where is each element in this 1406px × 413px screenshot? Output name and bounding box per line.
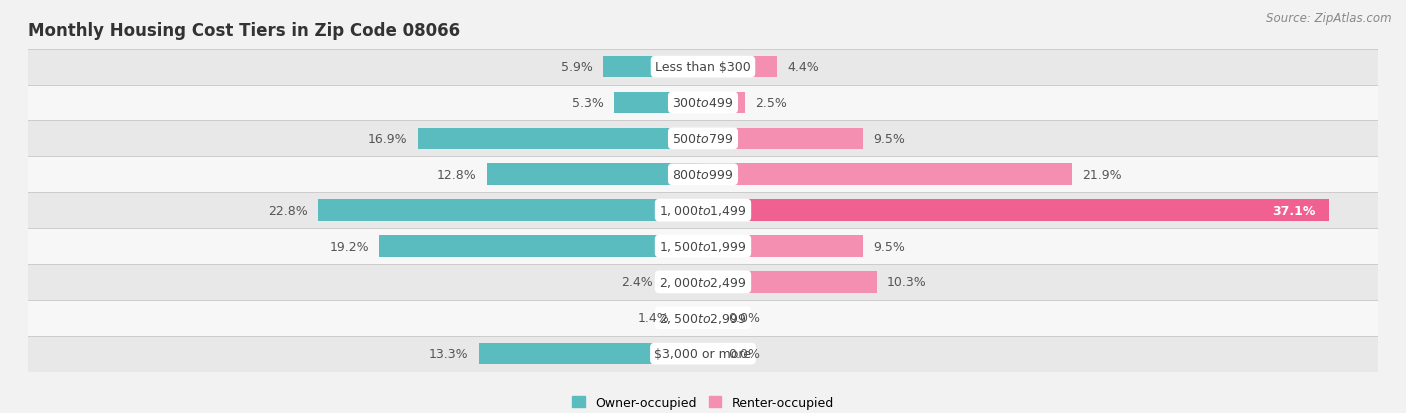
Text: 2.4%: 2.4% [620,276,652,289]
Legend: Owner-occupied, Renter-occupied: Owner-occupied, Renter-occupied [568,391,838,413]
Text: 12.8%: 12.8% [437,169,477,181]
Text: 0.0%: 0.0% [728,311,761,325]
Text: 9.5%: 9.5% [873,240,905,253]
Text: 5.9%: 5.9% [561,61,593,74]
Bar [28,121,1378,157]
Text: 22.8%: 22.8% [269,204,308,217]
Bar [703,57,778,78]
Bar [28,193,1378,228]
Bar [703,200,1329,221]
Text: $300 to $499: $300 to $499 [672,97,734,110]
Text: Monthly Housing Cost Tiers in Zip Code 08066: Monthly Housing Cost Tiers in Zip Code 0… [28,22,460,40]
Bar [703,93,745,114]
Text: 19.2%: 19.2% [329,240,368,253]
Bar [380,236,703,257]
Text: 2.5%: 2.5% [755,97,787,110]
Text: 10.3%: 10.3% [887,276,927,289]
Text: 5.3%: 5.3% [572,97,603,110]
Text: 1.4%: 1.4% [637,311,669,325]
Text: $2,000 to $2,499: $2,000 to $2,499 [659,275,747,289]
Text: $1,000 to $1,499: $1,000 to $1,499 [659,204,747,218]
Text: Source: ZipAtlas.com: Source: ZipAtlas.com [1267,12,1392,25]
Bar [613,93,703,114]
Text: $800 to $999: $800 to $999 [672,169,734,181]
Bar [28,264,1378,300]
Text: $500 to $799: $500 to $799 [672,133,734,145]
Text: 9.5%: 9.5% [873,133,905,145]
Text: 0.0%: 0.0% [728,347,761,360]
Bar [662,271,703,293]
Bar [703,236,863,257]
Text: 13.3%: 13.3% [429,347,468,360]
Bar [703,164,1073,185]
Text: 16.9%: 16.9% [368,133,408,145]
Text: 37.1%: 37.1% [1272,204,1316,217]
Bar [28,228,1378,264]
Text: $3,000 or more: $3,000 or more [655,347,751,360]
Bar [28,336,1378,372]
Bar [478,343,703,365]
Text: Less than $300: Less than $300 [655,61,751,74]
Bar [418,128,703,150]
Bar [28,300,1378,336]
Bar [28,85,1378,121]
Bar [486,164,703,185]
Bar [28,157,1378,193]
Bar [703,271,877,293]
Bar [318,200,703,221]
Text: $2,500 to $2,999: $2,500 to $2,999 [659,311,747,325]
Text: 4.4%: 4.4% [787,61,820,74]
Bar [28,50,1378,85]
Text: 21.9%: 21.9% [1083,169,1122,181]
Bar [603,57,703,78]
Bar [679,307,703,329]
Text: $1,500 to $1,999: $1,500 to $1,999 [659,240,747,254]
Bar [703,128,863,150]
